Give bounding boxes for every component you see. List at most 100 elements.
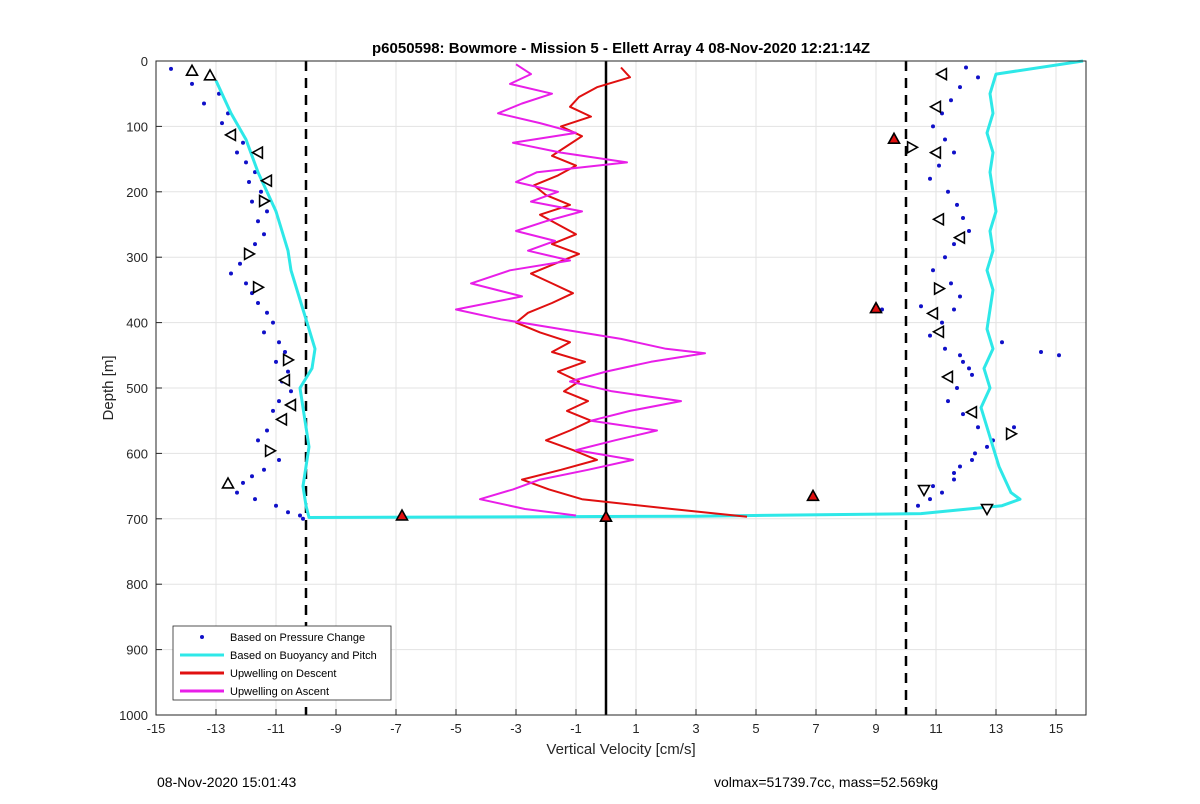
pressure-change-point — [964, 65, 968, 70]
y-axis-ticks: 0 100 200 300 400 500 600 700 800 900 1000 — [119, 54, 162, 723]
pressure-change-point — [265, 428, 269, 433]
pressure-change-point — [955, 386, 959, 390]
x-tick-label: 5 — [752, 721, 759, 736]
pressure-change-point — [265, 310, 269, 315]
pressure-change-point — [1057, 353, 1061, 358]
x-tick-label: -1 — [570, 721, 582, 736]
direction-marker — [931, 212, 945, 227]
direction-marker — [928, 99, 942, 114]
pressure-change-point — [952, 477, 956, 482]
x-tick-label: -11 — [267, 721, 285, 736]
pressure-change-point — [277, 399, 281, 404]
pressure-change-point — [961, 215, 965, 220]
y-tick-label: 700 — [126, 512, 148, 527]
pressure-change-point — [265, 209, 269, 214]
x-tick-label: 9 — [872, 721, 879, 736]
y-tick-label: 900 — [126, 643, 148, 658]
pressure-change-point — [943, 255, 947, 260]
direction-marker — [940, 370, 954, 384]
legend-label-buoyancy: Based on Buoyancy and Pitch — [230, 650, 377, 662]
pressure-change-point — [970, 372, 974, 377]
marker-layer — [185, 63, 1019, 523]
direction-marker — [925, 306, 939, 321]
pressure-change-point — [169, 66, 173, 71]
pressure-change-point — [952, 242, 956, 247]
pressure-change-point — [202, 101, 206, 106]
direction-marker — [252, 280, 266, 295]
x-axis-ticks: -15 -13 -11 -9 -7 -5 -3 -1 1 3 5 7 9 11 13 15 — [147, 709, 1063, 736]
direction-marker — [906, 140, 920, 155]
pressure-change-point — [274, 359, 278, 364]
pressure-change-point — [235, 150, 239, 155]
pressure-change-point — [289, 389, 293, 394]
x-tick-label: 15 — [1049, 721, 1063, 736]
upwelling-marker — [887, 131, 901, 144]
x-tick-label: -3 — [510, 721, 522, 736]
pressure-change-point — [256, 300, 260, 305]
pressure-change-point — [274, 503, 278, 508]
direction-marker — [250, 145, 264, 160]
pressure-change-point — [301, 516, 305, 521]
legend-label-descent: Upwelling on Descent — [230, 668, 336, 680]
x-tick-label: 11 — [929, 721, 943, 736]
pressure-change-point — [931, 124, 935, 129]
direction-marker — [931, 324, 945, 339]
pressure-change-point — [250, 474, 254, 479]
pressure-change-point — [958, 464, 962, 469]
upwelling-marker — [599, 509, 613, 523]
x-tick-label: -5 — [450, 721, 462, 736]
pressure-change-point — [928, 176, 932, 181]
x-tick-label: -13 — [207, 721, 226, 736]
pressure-change-point — [976, 75, 980, 80]
legend-box — [172, 625, 392, 701]
pressure-change-point — [928, 497, 932, 502]
chart-title: p6050598: Bowmore - Mission 5 - Ellett A… — [372, 40, 870, 57]
direction-marker — [223, 128, 237, 142]
pressure-change-point — [262, 330, 266, 335]
pressure-change-point — [949, 281, 953, 286]
pressure-change-point — [931, 484, 935, 489]
pressure-change-point — [949, 98, 953, 103]
upwelling-marker — [869, 301, 883, 314]
direction-marker — [1005, 426, 1019, 441]
pressure-change-point — [937, 163, 941, 168]
ascent-upwelling-line — [455, 63, 706, 517]
reference-lines — [304, 61, 908, 715]
upwelling-marker — [395, 508, 409, 521]
pressure-change-point — [946, 399, 950, 404]
y-tick-label: 200 — [126, 185, 148, 200]
pressure-change-point — [262, 467, 266, 472]
pressure-change-point — [286, 369, 290, 374]
legend-label-pressure: Based on Pressure Change — [230, 632, 365, 644]
y-tick-label: 1000 — [119, 708, 148, 723]
series-layer — [169, 59, 1084, 521]
y-tick-label: 0 — [141, 54, 148, 69]
direction-marker — [917, 484, 931, 498]
direction-marker — [221, 476, 235, 489]
footer-stats: volmax=51739.7cc, mass=52.569kg — [714, 774, 939, 790]
pressure-change-point — [952, 471, 956, 476]
direction-marker — [259, 173, 273, 188]
upwelling-marker — [806, 488, 820, 502]
pressure-change-point — [250, 199, 254, 204]
pressure-change-point — [256, 219, 260, 224]
pressure-change-point — [229, 271, 233, 276]
direction-marker — [243, 247, 257, 261]
pressure-change-point — [931, 268, 935, 273]
pressure-change-point — [940, 490, 944, 495]
pressure-change-point — [271, 320, 275, 325]
y-tick-label: 500 — [126, 381, 148, 396]
x-axis-label: Vertical Velocity [cm/s] — [546, 741, 695, 758]
pressure-change-point — [253, 497, 257, 502]
pressure-change-point — [970, 457, 974, 462]
pressure-change-point — [256, 438, 260, 443]
x-tick-label: 13 — [989, 721, 1003, 736]
pressure-change-point — [952, 307, 956, 312]
descent-upwelling-line — [515, 66, 748, 518]
pressure-change-point — [283, 350, 287, 355]
pressure-change-point — [241, 140, 245, 145]
x-tick-label: 3 — [692, 721, 699, 736]
direction-marker — [928, 145, 942, 160]
direction-marker — [934, 67, 948, 81]
